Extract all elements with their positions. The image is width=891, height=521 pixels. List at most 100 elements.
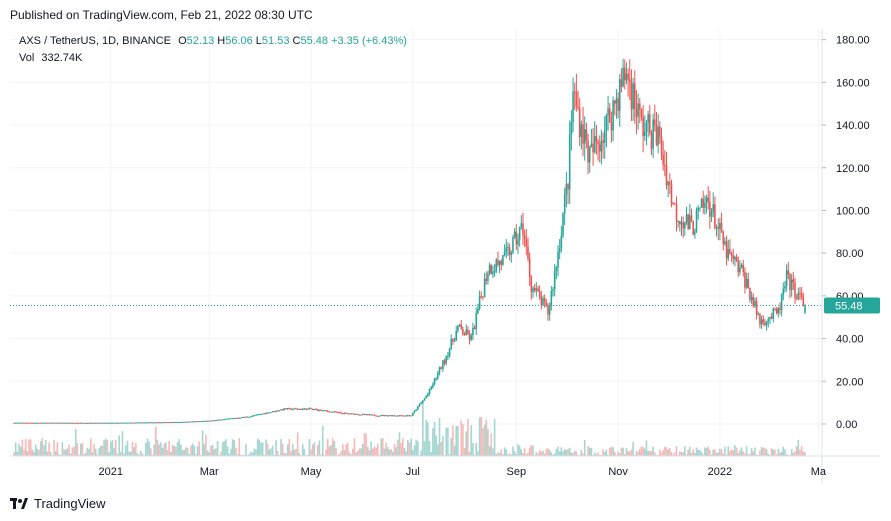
candle-body xyxy=(472,327,474,336)
volume-bar xyxy=(48,442,50,456)
volume-bar xyxy=(450,438,453,456)
tradingview-logo[interactable]: TradingView xyxy=(10,496,106,511)
volume-bar xyxy=(548,449,551,456)
volume-bar xyxy=(98,448,100,456)
candle-body xyxy=(687,214,689,230)
candle-body xyxy=(43,422,45,424)
volume-bar xyxy=(281,443,284,456)
volume-bar xyxy=(395,447,397,456)
candle-body xyxy=(380,415,382,417)
volume-bar xyxy=(490,433,493,456)
candle-body xyxy=(518,227,521,240)
candle-body xyxy=(366,414,369,416)
candle-body xyxy=(730,252,733,256)
candle-body xyxy=(649,114,651,134)
candle-body xyxy=(618,79,621,111)
volume-bar xyxy=(268,449,271,456)
candle-body xyxy=(415,409,417,411)
volume-bar xyxy=(720,449,723,456)
change-value: +3.35 (+6.43%) xyxy=(331,35,407,47)
candle-body xyxy=(173,422,176,424)
volume-bar xyxy=(228,453,231,456)
candle-body xyxy=(480,296,483,298)
volume-bar xyxy=(452,425,454,456)
candle-body xyxy=(108,422,110,424)
candle-body xyxy=(667,181,669,186)
volume-bar xyxy=(567,448,569,456)
volume-bar xyxy=(623,454,626,456)
candle-body xyxy=(488,264,491,274)
volume-bar xyxy=(575,451,578,456)
volume-bar xyxy=(740,447,743,456)
candle-body xyxy=(93,422,95,424)
volume-bar xyxy=(714,449,716,456)
candle-body xyxy=(290,408,292,410)
price-tick-label: 0.00 xyxy=(836,419,857,431)
candle-body xyxy=(38,422,40,424)
volume-bar xyxy=(368,450,371,456)
volume-bar xyxy=(340,451,342,456)
volume-bar xyxy=(502,454,504,456)
candle-body xyxy=(63,422,65,424)
candle-body xyxy=(725,241,728,259)
candle-body xyxy=(517,239,519,245)
candle-body xyxy=(792,279,795,283)
close-label: C xyxy=(292,35,301,47)
volume-bar xyxy=(578,454,581,456)
volume-bar xyxy=(168,441,170,456)
volume-bar xyxy=(335,447,337,456)
volume-bar xyxy=(437,444,439,456)
candle-body xyxy=(311,408,314,410)
volume-bar xyxy=(311,444,314,456)
candle-body xyxy=(175,422,177,424)
volume-bar xyxy=(188,453,191,456)
candle-body xyxy=(692,220,694,235)
candle-body xyxy=(767,318,770,322)
published-caption: Published on TradingView.com, Feb 21, 20… xyxy=(10,8,313,22)
volume-bar xyxy=(767,453,770,456)
volume-bar xyxy=(470,425,473,456)
volume-bar xyxy=(732,450,735,456)
volume-bar xyxy=(765,449,768,456)
volume-bar xyxy=(356,450,359,456)
time-tick-label: Jul xyxy=(406,466,420,478)
candlestick-chart[interactable]: 180.00160.00140.00120.00100.0080.0060.00… xyxy=(10,29,880,484)
candle-body xyxy=(699,207,701,209)
candle-body xyxy=(268,412,271,414)
candle-body xyxy=(440,367,443,369)
volume-bar xyxy=(670,451,673,456)
volume-bar xyxy=(316,444,319,456)
volume-bar xyxy=(195,454,197,456)
volume-bar xyxy=(715,452,718,456)
candle-body xyxy=(777,308,780,314)
candle-body xyxy=(654,119,656,126)
volume-bar xyxy=(563,449,566,456)
volume-bar xyxy=(742,451,745,456)
candle-body xyxy=(273,411,276,413)
volume-bar xyxy=(617,451,619,456)
candle-body xyxy=(66,422,69,424)
volume-bar xyxy=(672,454,674,456)
price-tick-label: 120.00 xyxy=(836,163,870,175)
volume-bar xyxy=(220,451,222,456)
volume-bar xyxy=(710,454,713,456)
candle-body xyxy=(533,288,536,291)
candle-body xyxy=(784,285,786,289)
candle-body xyxy=(91,422,94,424)
volume-bar xyxy=(553,453,556,456)
volume-bar xyxy=(288,439,291,456)
candle-body xyxy=(156,422,159,424)
candle-body xyxy=(772,308,775,319)
volume-bar xyxy=(505,449,508,456)
candle-body xyxy=(301,408,304,410)
volume-bar xyxy=(69,453,72,456)
volume-bar xyxy=(462,424,464,456)
candle-body xyxy=(19,422,22,424)
candle-body xyxy=(116,422,119,424)
volume-bar xyxy=(41,438,44,456)
candle-body xyxy=(251,415,254,417)
volume-bar xyxy=(61,442,64,456)
volume-bar xyxy=(298,453,301,456)
candle-body xyxy=(323,410,326,412)
candle-body xyxy=(570,122,573,135)
